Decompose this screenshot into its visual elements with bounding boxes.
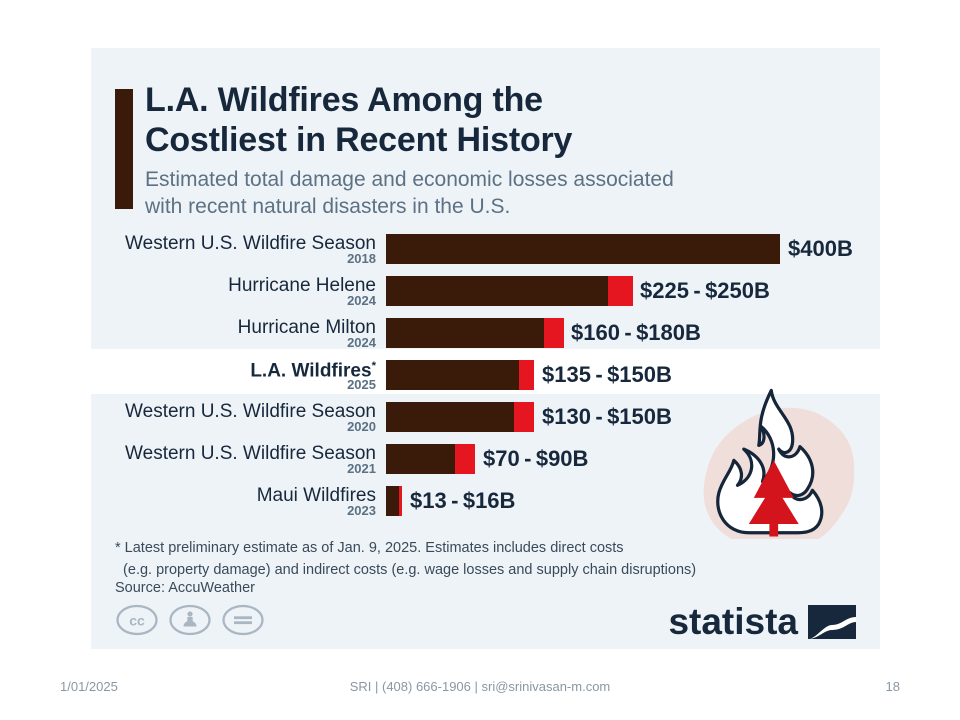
svg-text:cc: cc [129,613,145,629]
